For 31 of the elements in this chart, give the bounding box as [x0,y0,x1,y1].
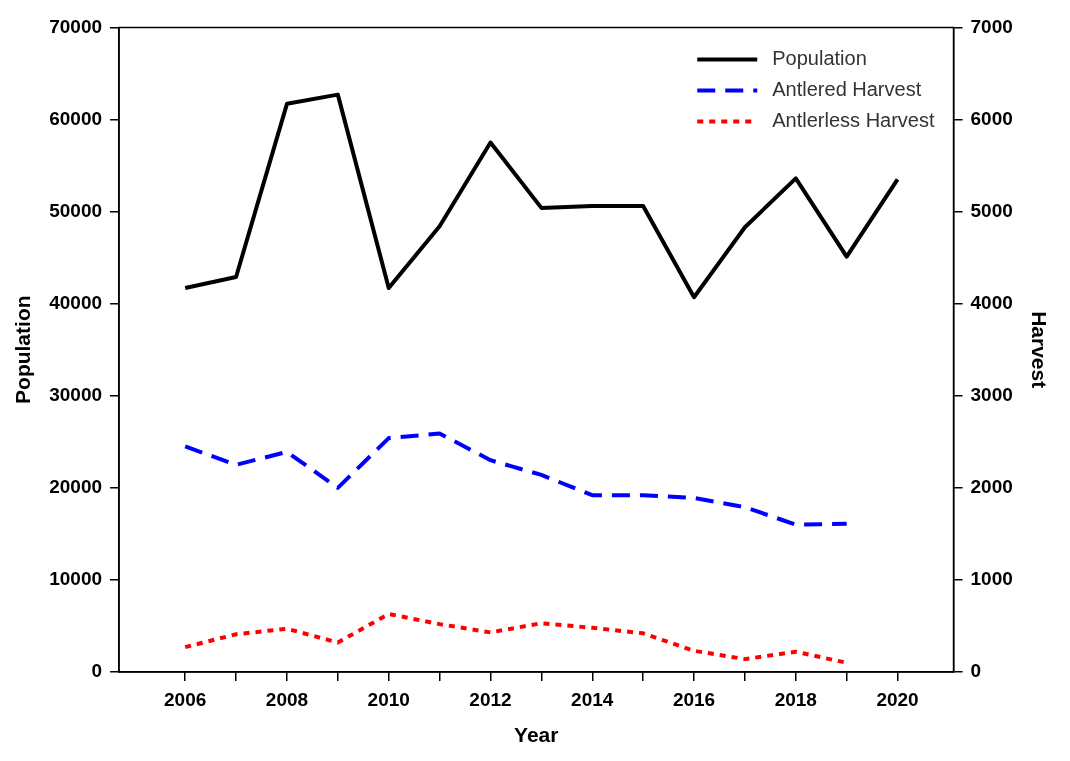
y-tick-label: 50000 [49,199,103,221]
y-tick-label: 40000 [49,291,103,313]
legend-label: Population [772,46,867,69]
x-tick-label: 2008 [265,688,309,710]
line-series [183,431,849,527]
y-tick-label: 20000 [49,476,103,498]
x-tick-label: 2016 [672,688,716,710]
y-tick-label: 10000 [49,568,103,590]
y2-tick-label: 7000 [970,15,1013,37]
y-tick-label: 30000 [49,383,103,405]
legend-label: Antlered Harvest [772,77,922,100]
x-tick-label: 2012 [469,688,512,710]
y-tick-label: 0 [91,660,103,682]
x-tick-label: 2010 [367,688,410,710]
y2-tick-label: 5000 [970,199,1013,221]
y-axis-title: Population [11,295,35,404]
y2-tick-label: 0 [970,660,982,682]
y2-axis-title: Harvest [1027,311,1051,389]
legend-label: Antlerless Harvest [772,108,935,131]
y2-tick-label: 2000 [970,476,1013,498]
x-tick-label: 2018 [774,688,817,710]
x-tick-label: 2020 [876,688,919,710]
y2-tick-label: 3000 [970,383,1013,405]
x-tick-label: 2014 [571,688,614,710]
y2-tick-label: 1000 [970,568,1013,590]
x-tick-label: 2006 [164,688,207,710]
y2-tick-label: 6000 [970,107,1013,129]
y-tick-label: 70000 [49,15,103,37]
y2-tick-label: 4000 [970,291,1013,313]
x-axis-title: Year [514,723,559,747]
y-tick-label: 60000 [49,107,103,129]
